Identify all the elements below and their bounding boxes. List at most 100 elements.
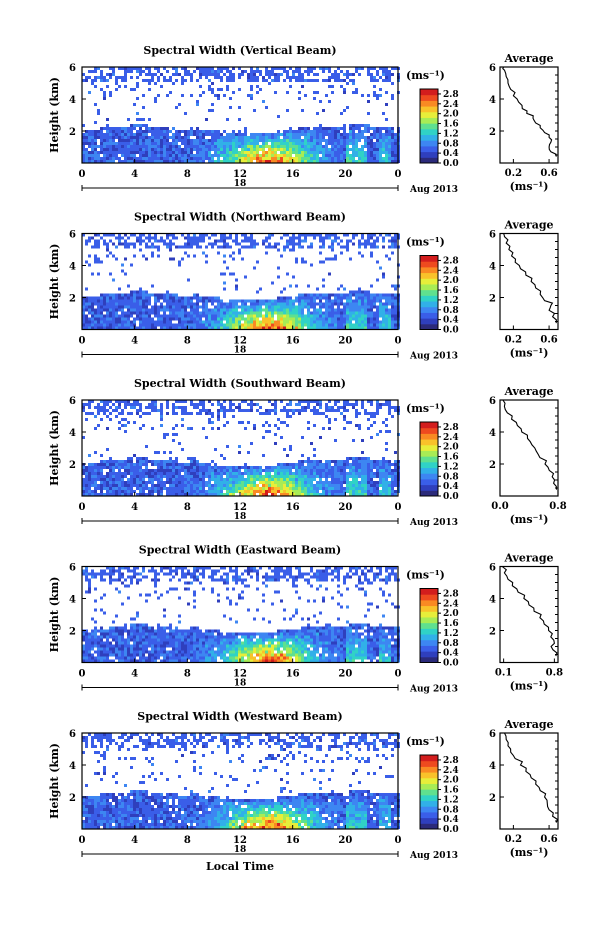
heatmap-cell	[157, 305, 160, 309]
heatmap-cell	[355, 151, 358, 154]
heatmap-cell	[259, 472, 262, 475]
heatmap-cell	[175, 433, 178, 436]
heatmap-cell	[160, 469, 163, 472]
heatmap-cell	[265, 317, 268, 321]
heatmap-cell	[211, 460, 214, 463]
heatmap-cell	[355, 409, 358, 412]
heatmap-cell	[139, 248, 142, 252]
heatmap-cell	[151, 490, 154, 493]
heatmap-cell	[220, 245, 223, 249]
heatmap-cell	[241, 73, 244, 76]
heatmap-cell	[211, 403, 214, 406]
heatmap-cell	[133, 242, 136, 246]
heatmap-cell	[103, 239, 106, 243]
heatmap-cell	[148, 148, 151, 151]
heatmap-cell	[118, 481, 121, 484]
heatmap-cell	[277, 145, 280, 148]
heatmap-cell	[259, 305, 262, 309]
heatmap-cell	[232, 157, 235, 160]
heatmap-cell	[136, 236, 139, 240]
heatmap-cell	[202, 305, 205, 309]
heatmap-cell	[118, 242, 121, 246]
heatmap-cell	[199, 142, 202, 145]
heatmap-cell	[118, 400, 121, 403]
heatmap-cell	[328, 133, 331, 136]
heatmap-cell	[181, 79, 184, 82]
heatmap-cell	[343, 472, 346, 475]
heatmap-cell	[307, 160, 310, 163]
heatmap-cell	[190, 320, 193, 324]
heatmap-cell	[370, 73, 373, 76]
heatmap-cell	[175, 469, 178, 472]
heatmap-cell	[337, 127, 340, 130]
heatmap-cell	[283, 160, 286, 163]
heatmap-cell	[187, 317, 190, 321]
heatmap-cell	[184, 160, 187, 163]
heatmap-cell	[151, 326, 154, 330]
x-tick-label: 0	[395, 502, 402, 513]
heatmap-cell	[274, 403, 277, 406]
heatmap-cell	[391, 251, 394, 255]
panel-title: Spectral Width (Southward Beam)	[134, 377, 346, 390]
heatmap-cell	[358, 490, 361, 493]
heatmap-cell	[160, 472, 163, 475]
heatmap-cell	[154, 82, 157, 85]
heatmap-cell	[148, 233, 151, 237]
heatmap-cell	[187, 487, 190, 490]
heatmap-cell	[310, 70, 313, 73]
heatmap-cell	[358, 472, 361, 475]
heatmap-cell	[391, 475, 394, 478]
heatmap-cell	[358, 160, 361, 163]
heatmap-cell	[322, 245, 325, 249]
heatmap-cell	[166, 460, 169, 463]
heatmap-cell	[337, 79, 340, 82]
heatmap-cell	[247, 148, 250, 151]
heatmap-cell	[100, 130, 103, 133]
heatmap-cell	[232, 299, 235, 303]
heatmap-cell	[259, 406, 262, 409]
heatmap-cell	[319, 151, 322, 154]
heatmap-cell	[169, 472, 172, 475]
heatmap-cell	[247, 317, 250, 321]
heatmap-cell	[169, 245, 172, 249]
heatmap-cell	[385, 293, 388, 297]
heatmap-cell	[106, 427, 109, 430]
heatmap-cell	[358, 311, 361, 315]
heatmap-cell	[139, 314, 142, 318]
colorbar-swatch	[420, 117, 438, 124]
heatmap-cell	[208, 133, 211, 136]
heatmap-cell	[160, 133, 163, 136]
heatmap-cell	[82, 151, 85, 154]
heatmap-cell	[235, 302, 238, 306]
heatmap-cell	[382, 67, 385, 70]
heatmap-cell	[229, 299, 232, 303]
heatmap-cell	[373, 421, 376, 424]
heatmap-cell	[316, 151, 319, 154]
heatmap-cell	[253, 145, 256, 148]
heatmap-cell	[82, 157, 85, 160]
heatmap-cell	[133, 406, 136, 409]
heatmap-cell	[112, 409, 115, 412]
heatmap-cell	[175, 299, 178, 303]
heatmap-cell	[127, 463, 130, 466]
heatmap-cell	[376, 151, 379, 154]
heatmap-cell	[100, 76, 103, 79]
heatmap-cell	[226, 139, 229, 142]
heatmap-cell	[130, 412, 133, 415]
heatmap-cell	[316, 160, 319, 163]
heatmap-cell	[109, 233, 112, 237]
heatmap-cell	[268, 242, 271, 246]
heatmap-cell	[388, 79, 391, 82]
heatmap-cell	[172, 82, 175, 85]
heatmap-cell	[343, 326, 346, 330]
heatmap-cell	[301, 469, 304, 472]
heatmap-cell	[151, 475, 154, 478]
heatmap-cell	[151, 127, 154, 130]
heatmap-cell	[250, 133, 253, 136]
heatmap-cell	[352, 314, 355, 318]
heatmap-cell	[202, 323, 205, 327]
heatmap-cell	[106, 466, 109, 469]
heatmap-cell	[358, 466, 361, 469]
heatmap-cell	[364, 472, 367, 475]
heatmap-cell	[388, 257, 391, 261]
